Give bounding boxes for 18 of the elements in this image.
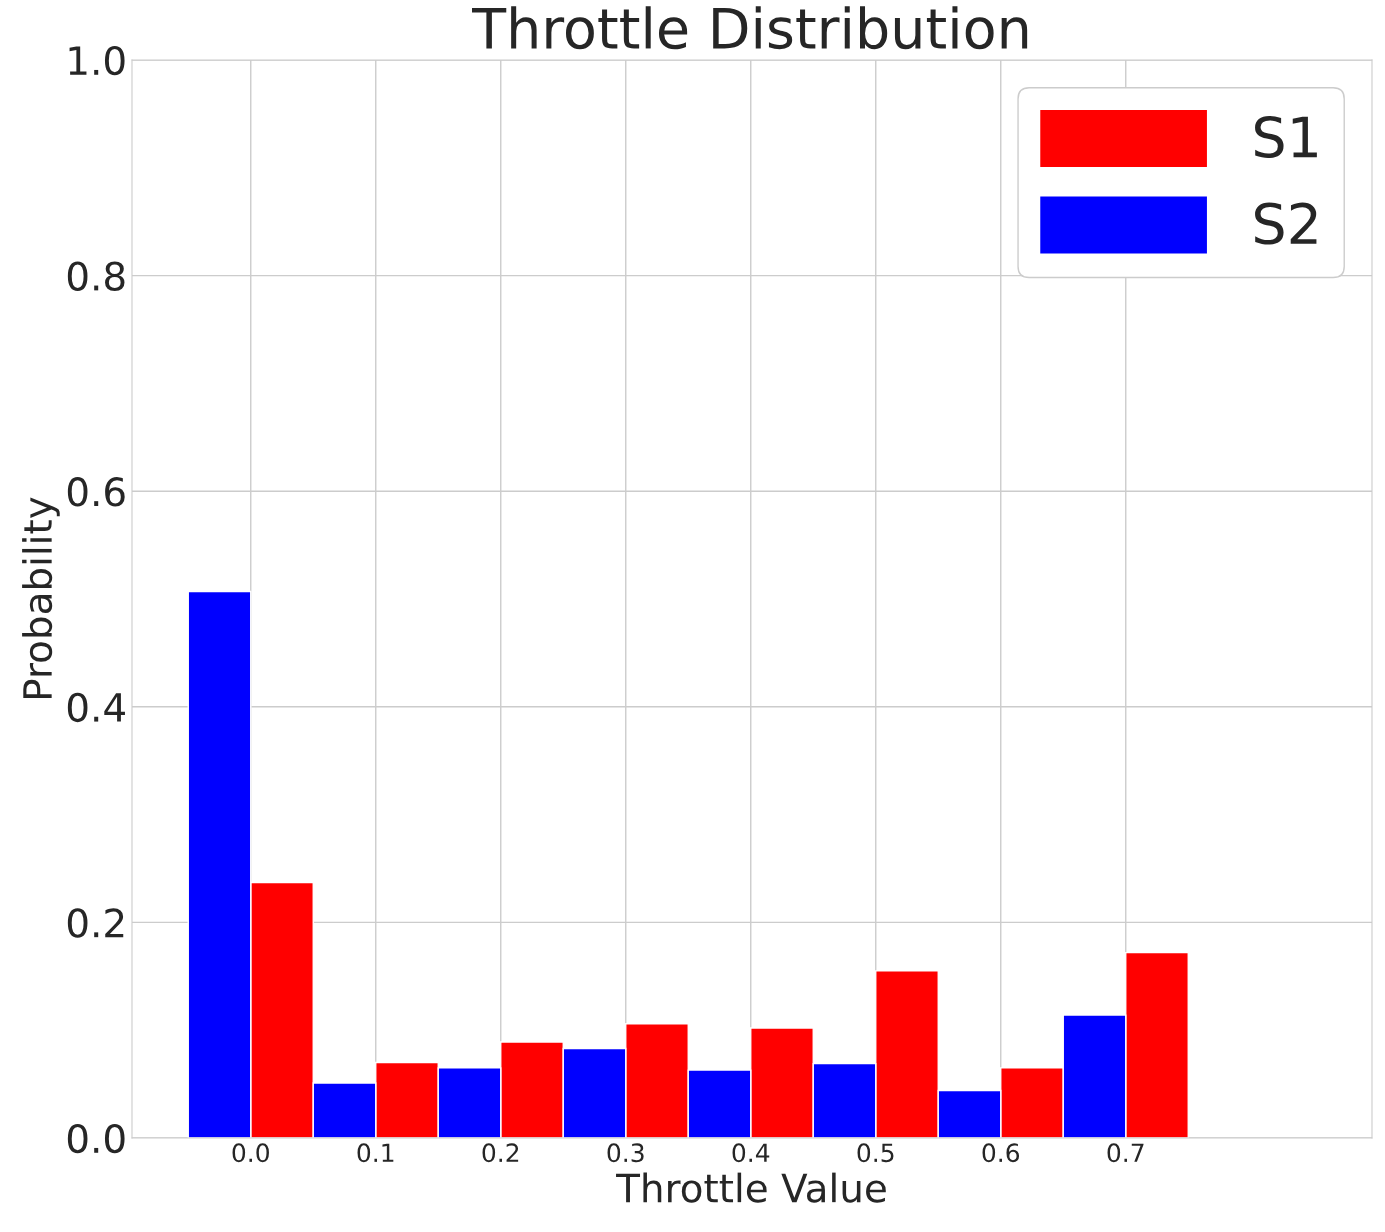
legend-label: S2 [1255,202,1317,245]
y-tick-label: 0.6 [67,477,125,507]
y-tick-label: 0.8 [67,261,125,291]
x-tick-label: 0.7 [1107,1143,1144,1163]
chart-title: Throttle Distribution [472,6,1028,50]
x-tick-label: 0.0 [232,1143,269,1163]
y-axis-title: Probability [22,497,60,698]
x-tick-label: 0.2 [482,1143,519,1163]
y-tick-label: 0.2 [67,908,124,938]
x-tick-label: 0.3 [607,1143,644,1163]
legend-label: S1 [1255,115,1317,159]
x-tick-label: 0.5 [857,1143,894,1163]
x-tick-label: 0.4 [732,1143,770,1163]
y-tick-label: 1.0 [69,45,125,76]
x-axis-title: Throttle Value [616,1172,886,1203]
y-tick-label: 0.4 [67,692,125,723]
x-tick-label: 0.6 [982,1143,1020,1163]
x-tick-label: 0.1 [357,1143,394,1163]
